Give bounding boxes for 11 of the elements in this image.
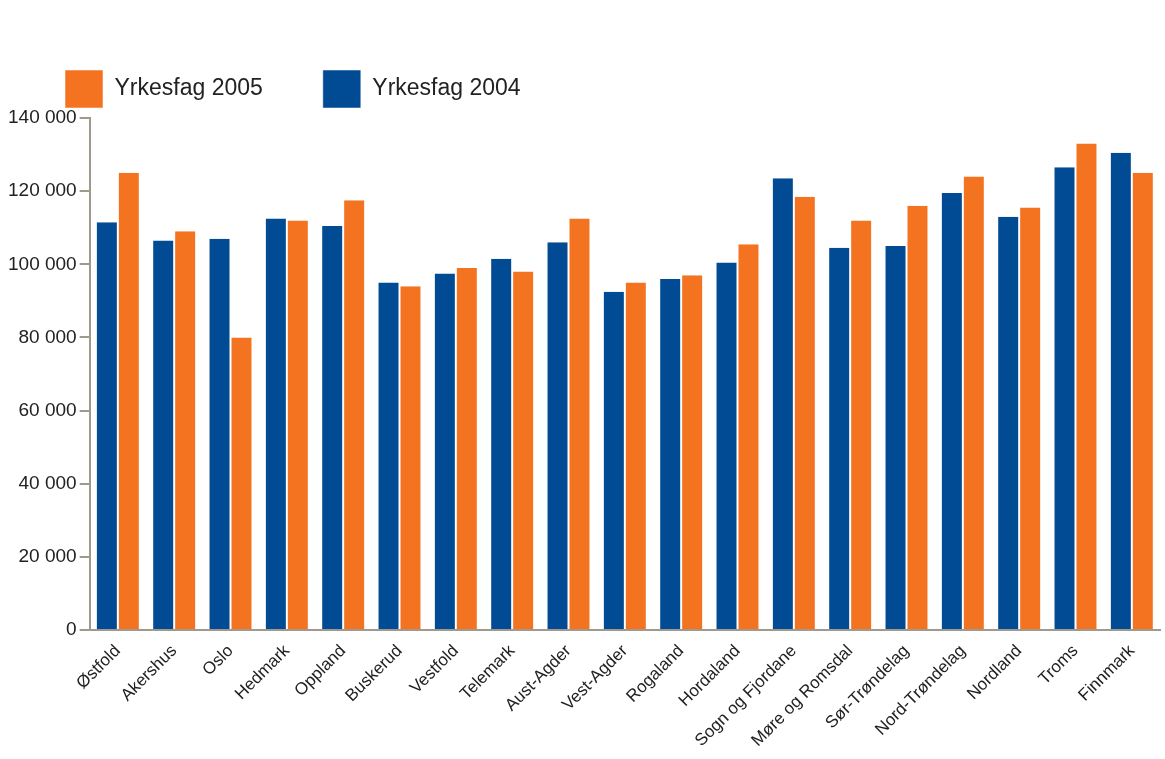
y-tick-label: 120 000 bbox=[7, 179, 77, 201]
y-tick-label: 80 000 bbox=[18, 325, 77, 347]
y-tick-label: 0 bbox=[66, 618, 77, 640]
y-tick-label: 140 000 bbox=[7, 106, 77, 128]
legend-label: Yrkesfag 2005 bbox=[114, 74, 263, 101]
y-tick-label: 100 000 bbox=[7, 252, 77, 274]
y-tick-label: 60 000 bbox=[18, 398, 77, 420]
x-tick-label: Oslo bbox=[198, 640, 237, 680]
y-tick-label: 20 000 bbox=[18, 545, 77, 567]
legend-label: Yrkesfag 2004 bbox=[372, 74, 521, 101]
y-tick-label: 40 000 bbox=[18, 471, 77, 493]
